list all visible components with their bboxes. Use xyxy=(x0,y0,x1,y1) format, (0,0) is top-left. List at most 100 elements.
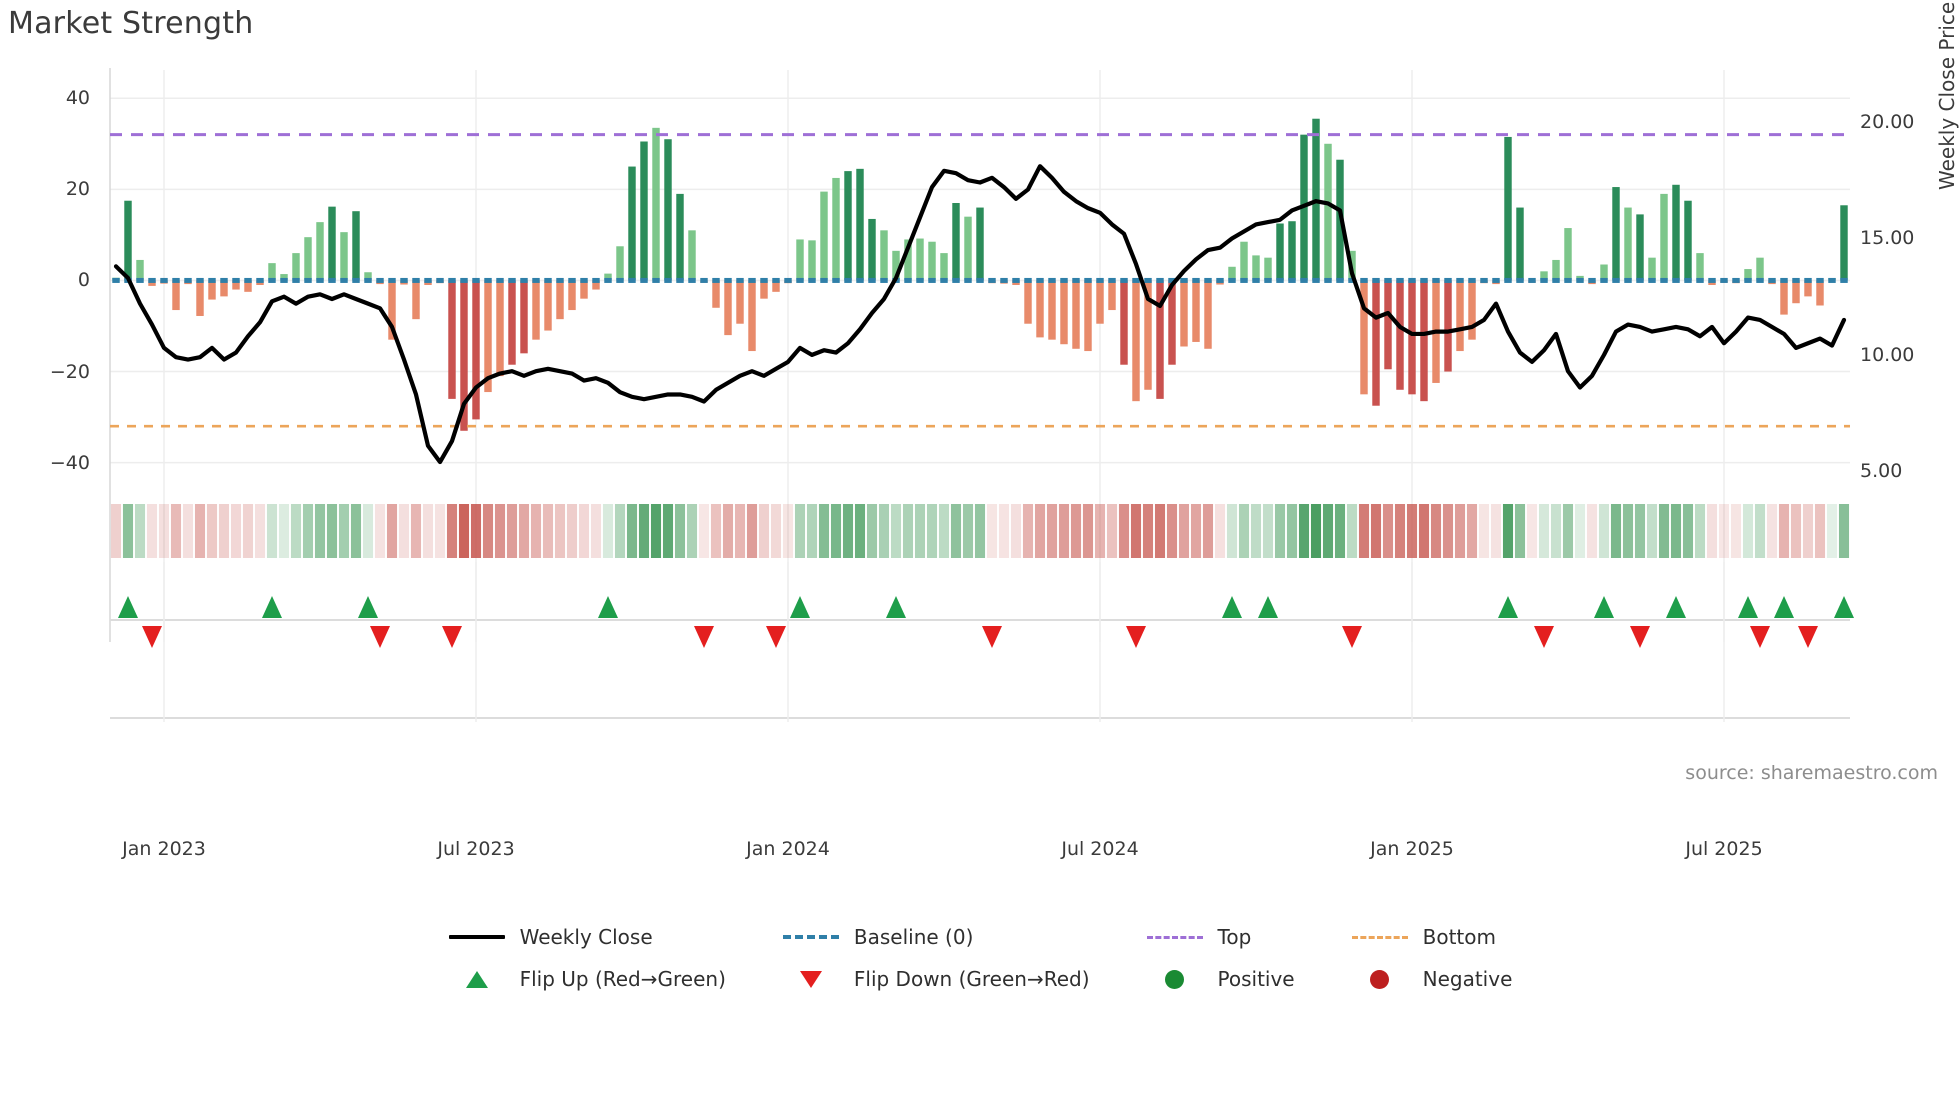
x-axis-tick: Jul 2023 xyxy=(437,838,515,860)
heatmap-cell xyxy=(1010,504,1022,558)
legend-item[interactable]: Flip Up (Red→Green) xyxy=(448,967,726,991)
baseline-segment xyxy=(604,277,612,283)
baseline-segment xyxy=(856,277,864,283)
baseline-segment xyxy=(832,277,840,283)
baseline-segment xyxy=(1816,277,1824,283)
strength-bar xyxy=(1744,269,1752,281)
flip-up-marker xyxy=(790,596,810,618)
baseline-segment xyxy=(136,277,144,283)
strength-bar xyxy=(1024,280,1032,324)
strength-bar xyxy=(340,232,348,281)
heatmap-cell xyxy=(866,504,878,558)
baseline-segment xyxy=(460,277,468,283)
heatmap-cell xyxy=(758,504,770,558)
baseline-segment xyxy=(964,277,972,283)
strength-bar xyxy=(532,280,540,340)
heatmap-cell xyxy=(566,504,578,558)
baseline-segment xyxy=(1456,277,1464,283)
heatmap-cell xyxy=(674,504,686,558)
baseline-segment xyxy=(1000,277,1008,283)
strength-bar xyxy=(868,218,876,281)
right-axis-label: Weekly Close Price xyxy=(1935,1,1959,190)
strength-bar xyxy=(640,141,648,281)
legend-label: Weekly Close xyxy=(519,925,653,949)
page-title: Market Strength xyxy=(8,6,254,41)
heatmap-cell xyxy=(494,504,506,558)
heatmap-cell xyxy=(122,504,134,558)
x-axis-tick: Jul 2025 xyxy=(1685,838,1763,860)
heatmap-cell xyxy=(1538,504,1550,558)
baseline-segment xyxy=(1528,277,1536,283)
baseline-segment xyxy=(844,277,852,283)
strength-bar xyxy=(1540,271,1548,281)
strength-bar xyxy=(1636,214,1644,281)
legend-item[interactable]: Top xyxy=(1146,925,1295,949)
baseline-segment xyxy=(556,277,564,283)
strength-bar xyxy=(592,280,600,290)
strength-bar xyxy=(1648,257,1656,281)
baseline-segment xyxy=(376,277,384,283)
legend-item[interactable]: Bottom xyxy=(1351,925,1513,949)
strength-bar xyxy=(1696,253,1704,281)
heatmap-cell xyxy=(698,504,710,558)
heatmap-cell xyxy=(1562,504,1574,558)
heatmap-cell xyxy=(1142,504,1154,558)
legend-item[interactable]: Flip Down (Green→Red) xyxy=(782,967,1090,991)
heatmap-cell xyxy=(1022,504,1034,558)
baseline-segment xyxy=(1396,277,1404,283)
flip-down-marker xyxy=(1342,626,1362,648)
baseline-segment xyxy=(1024,277,1032,283)
baseline-segment xyxy=(580,277,588,283)
heatmap-cell xyxy=(338,504,350,558)
baseline-segment xyxy=(352,277,360,283)
baseline-segment xyxy=(1588,277,1596,283)
flip-down-marker xyxy=(694,626,714,648)
strength-bar xyxy=(292,253,300,281)
heatmap-cell xyxy=(830,504,842,558)
strength-bar xyxy=(1396,280,1404,390)
strength-bar xyxy=(1324,143,1332,281)
strength-bar xyxy=(1444,280,1452,372)
heatmap-cell xyxy=(854,504,866,558)
strength-bar xyxy=(364,272,372,281)
circle-green-icon xyxy=(1146,968,1204,990)
heatmap-cell xyxy=(1238,504,1250,558)
heatmap-cell xyxy=(974,504,986,558)
strength-bar xyxy=(1804,280,1812,297)
flip-up-marker xyxy=(1222,596,1242,618)
strength-bar xyxy=(676,193,684,281)
heatmap-cell xyxy=(1586,504,1598,558)
baseline-segment xyxy=(448,277,456,283)
strength-bar xyxy=(1600,264,1608,281)
strength-bar xyxy=(1384,280,1392,370)
legend-label: Flip Up (Red→Green) xyxy=(519,967,726,991)
legend-item[interactable]: Negative xyxy=(1351,967,1512,991)
strength-bar xyxy=(940,253,948,281)
heatmap-cell xyxy=(266,504,278,558)
baseline-segment xyxy=(820,277,828,283)
heatmap-cell xyxy=(1430,504,1442,558)
strength-bar xyxy=(820,191,828,281)
heatmap-cell xyxy=(1550,504,1562,558)
heatmap-cell xyxy=(1658,504,1670,558)
heatmap-cell xyxy=(794,504,806,558)
legend-item[interactable]: Weekly Close xyxy=(448,925,726,949)
strength-bar xyxy=(1156,280,1164,399)
baseline-segment xyxy=(1732,277,1740,283)
baseline-segment xyxy=(388,277,396,283)
baseline-segment xyxy=(196,277,204,283)
heatmap-cell xyxy=(434,504,446,558)
heatmap-cell xyxy=(362,504,374,558)
heatmap-cell xyxy=(734,504,746,558)
left-axis-tick: 40 xyxy=(65,87,90,110)
baseline-segment xyxy=(1804,277,1812,283)
legend-item[interactable]: Positive xyxy=(1146,967,1295,991)
heatmap-cell xyxy=(374,504,386,558)
baseline-segment xyxy=(160,277,168,283)
heatmap-cell xyxy=(1490,504,1502,558)
baseline-segment xyxy=(292,277,300,283)
legend-item[interactable]: Baseline (0) xyxy=(782,925,1090,949)
strength-bar xyxy=(508,280,516,365)
strength-bar xyxy=(952,203,960,281)
strength-bar xyxy=(1564,228,1572,281)
